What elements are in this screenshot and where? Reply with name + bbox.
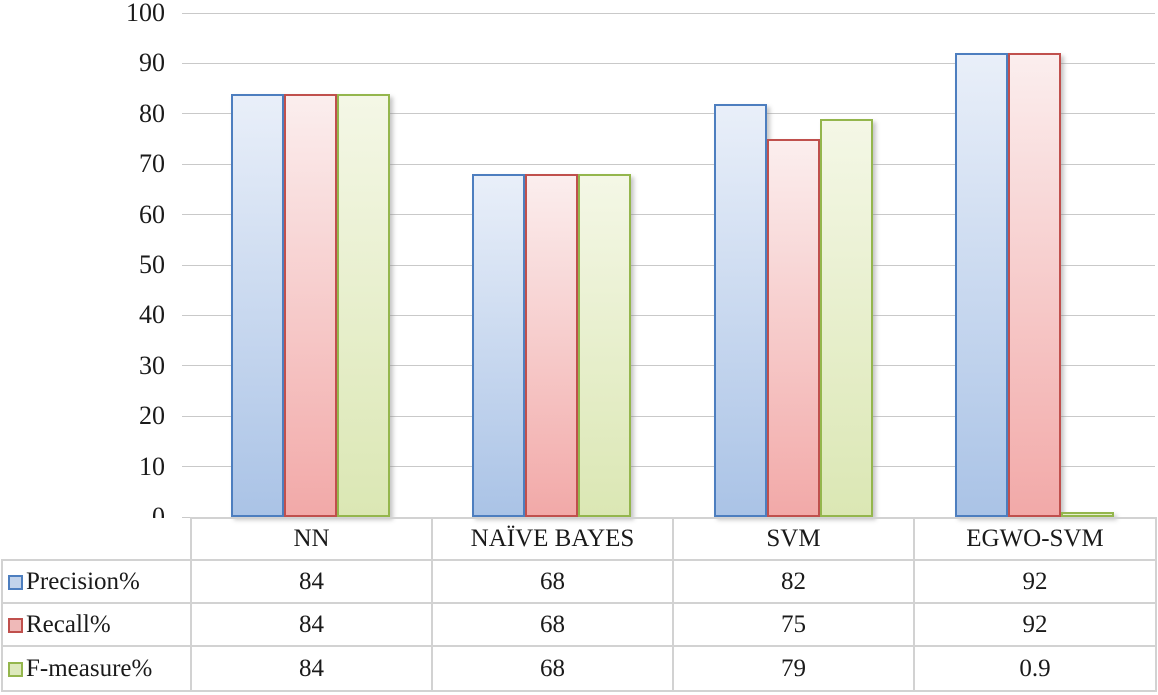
y-axis-tick-mark-80 [182,113,190,115]
legend-key-icon-f-measure [8,661,23,677]
cell-precision-egwo-svm: 92 [913,559,1157,604]
cell-recall-svm: 75 [672,602,915,647]
table-header-row: NN NAÏVE BAYES SVM EGWO-SVM [2,517,1157,561]
y-axis-tick-label-70: 70 [139,149,165,179]
table-row-precision: Precision% 84 68 82 92 [1,559,1157,604]
bar-precision-na-ve-bayes [472,174,525,517]
cell-f-measure-svm: 79 [672,645,915,692]
gridline-y-70 [190,163,1155,165]
y-axis-tick-label-50: 50 [139,250,165,279]
bar-precision-egwo-svm [955,53,1008,517]
table-row-recall: Recall% 84 68 75 92 [1,602,1157,647]
cell-f-measure-nn: 84 [190,645,433,692]
cell-precision-nn: 84 [190,559,433,604]
y-axis-tick-mark-90 [182,62,190,64]
y-axis-tick-mark-70 [182,163,190,165]
bar-recall-egwo-svm [1008,53,1061,517]
gridline-y-10 [190,466,1155,468]
column-header-svm: SVM [672,517,915,561]
gridline-y-90 [190,62,1155,64]
column-header-na-ve-bayes: NAÏVE BAYES [431,517,674,561]
cell-recall-nn: 84 [190,602,433,647]
y-axis-tick-mark-60 [182,214,190,216]
bar-recall-svm [767,139,820,517]
legend-key-icon-recall [8,617,23,633]
y-axis-tick-mark-100 [182,12,190,14]
y-axis-tick-mark-20 [182,415,190,417]
legend-cell-f-measure: F-measure% [1,645,192,692]
bar-precision-svm [714,104,767,517]
y-axis-tick-label-20: 20 [139,401,165,431]
bar-recall-nn [284,94,337,517]
legend-cell-recall: Recall% [1,602,192,647]
legend-cell-precision: Precision% [1,559,192,604]
legend-label-precision: Precision% [26,567,140,595]
bar-f-measure-na-ve-bayes [578,174,631,517]
y-axis-tick-label-90: 90 [139,48,165,78]
gridline-y-40 [190,314,1155,316]
y-axis-tick-mark-10 [182,466,190,468]
bar-f-measure-nn [337,94,390,517]
cell-f-measure-egwo-svm: 0.9 [913,645,1157,692]
y-axis-tick-mark-30 [182,365,190,367]
y-axis-tick-label-10: 10 [139,451,165,481]
gridline-y-80 [190,113,1155,115]
y-axis-tick-label-60: 60 [139,199,165,229]
bar-precision-nn [231,94,284,517]
bar-f-measure-svm [820,119,873,517]
y-axis-tick-label-40: 40 [139,300,165,330]
gridline-y-50 [190,264,1155,266]
y-axis-tick-mark-0 [182,516,190,518]
legend-label-recall: Recall% [26,610,111,638]
legend-key-icon-precision [8,574,23,590]
y-axis-tick-label-80: 80 [139,98,165,128]
gridline-y-30 [190,365,1155,367]
gridline-y-20 [190,415,1155,417]
y-axis-tick-mark-40 [182,314,190,316]
y-axis-tick-label-100: 100 [126,0,165,27]
bar-recall-na-ve-bayes [525,174,578,517]
table-corner-cell [2,518,191,560]
cell-recall-egwo-svm: 92 [913,602,1157,647]
y-axis-tick-mark-50 [182,264,190,266]
column-header-nn: NN [190,517,433,561]
bar-f-measure-egwo-svm [1061,512,1114,517]
column-header-egwo-svm: EGWO-SVM [913,517,1157,561]
cell-precision-na-ve-bayes: 68 [431,559,674,604]
cell-recall-na-ve-bayes: 68 [431,602,674,647]
cell-f-measure-na-ve-bayes: 68 [431,645,674,692]
gridline-y-60 [190,214,1155,216]
legend-label-f-measure: F-measure% [26,654,153,682]
cell-precision-svm: 82 [672,559,915,604]
table-row-f-measure: F-measure% 84 68 79 0.9 [1,645,1157,692]
y-axis-tick-label-30: 30 [139,350,165,380]
gridline-y-100 [190,12,1155,14]
chart-data-table: NN NAÏVE BAYES SVM EGWO-SVM Precision% 84 68 8… [1,517,1157,692]
